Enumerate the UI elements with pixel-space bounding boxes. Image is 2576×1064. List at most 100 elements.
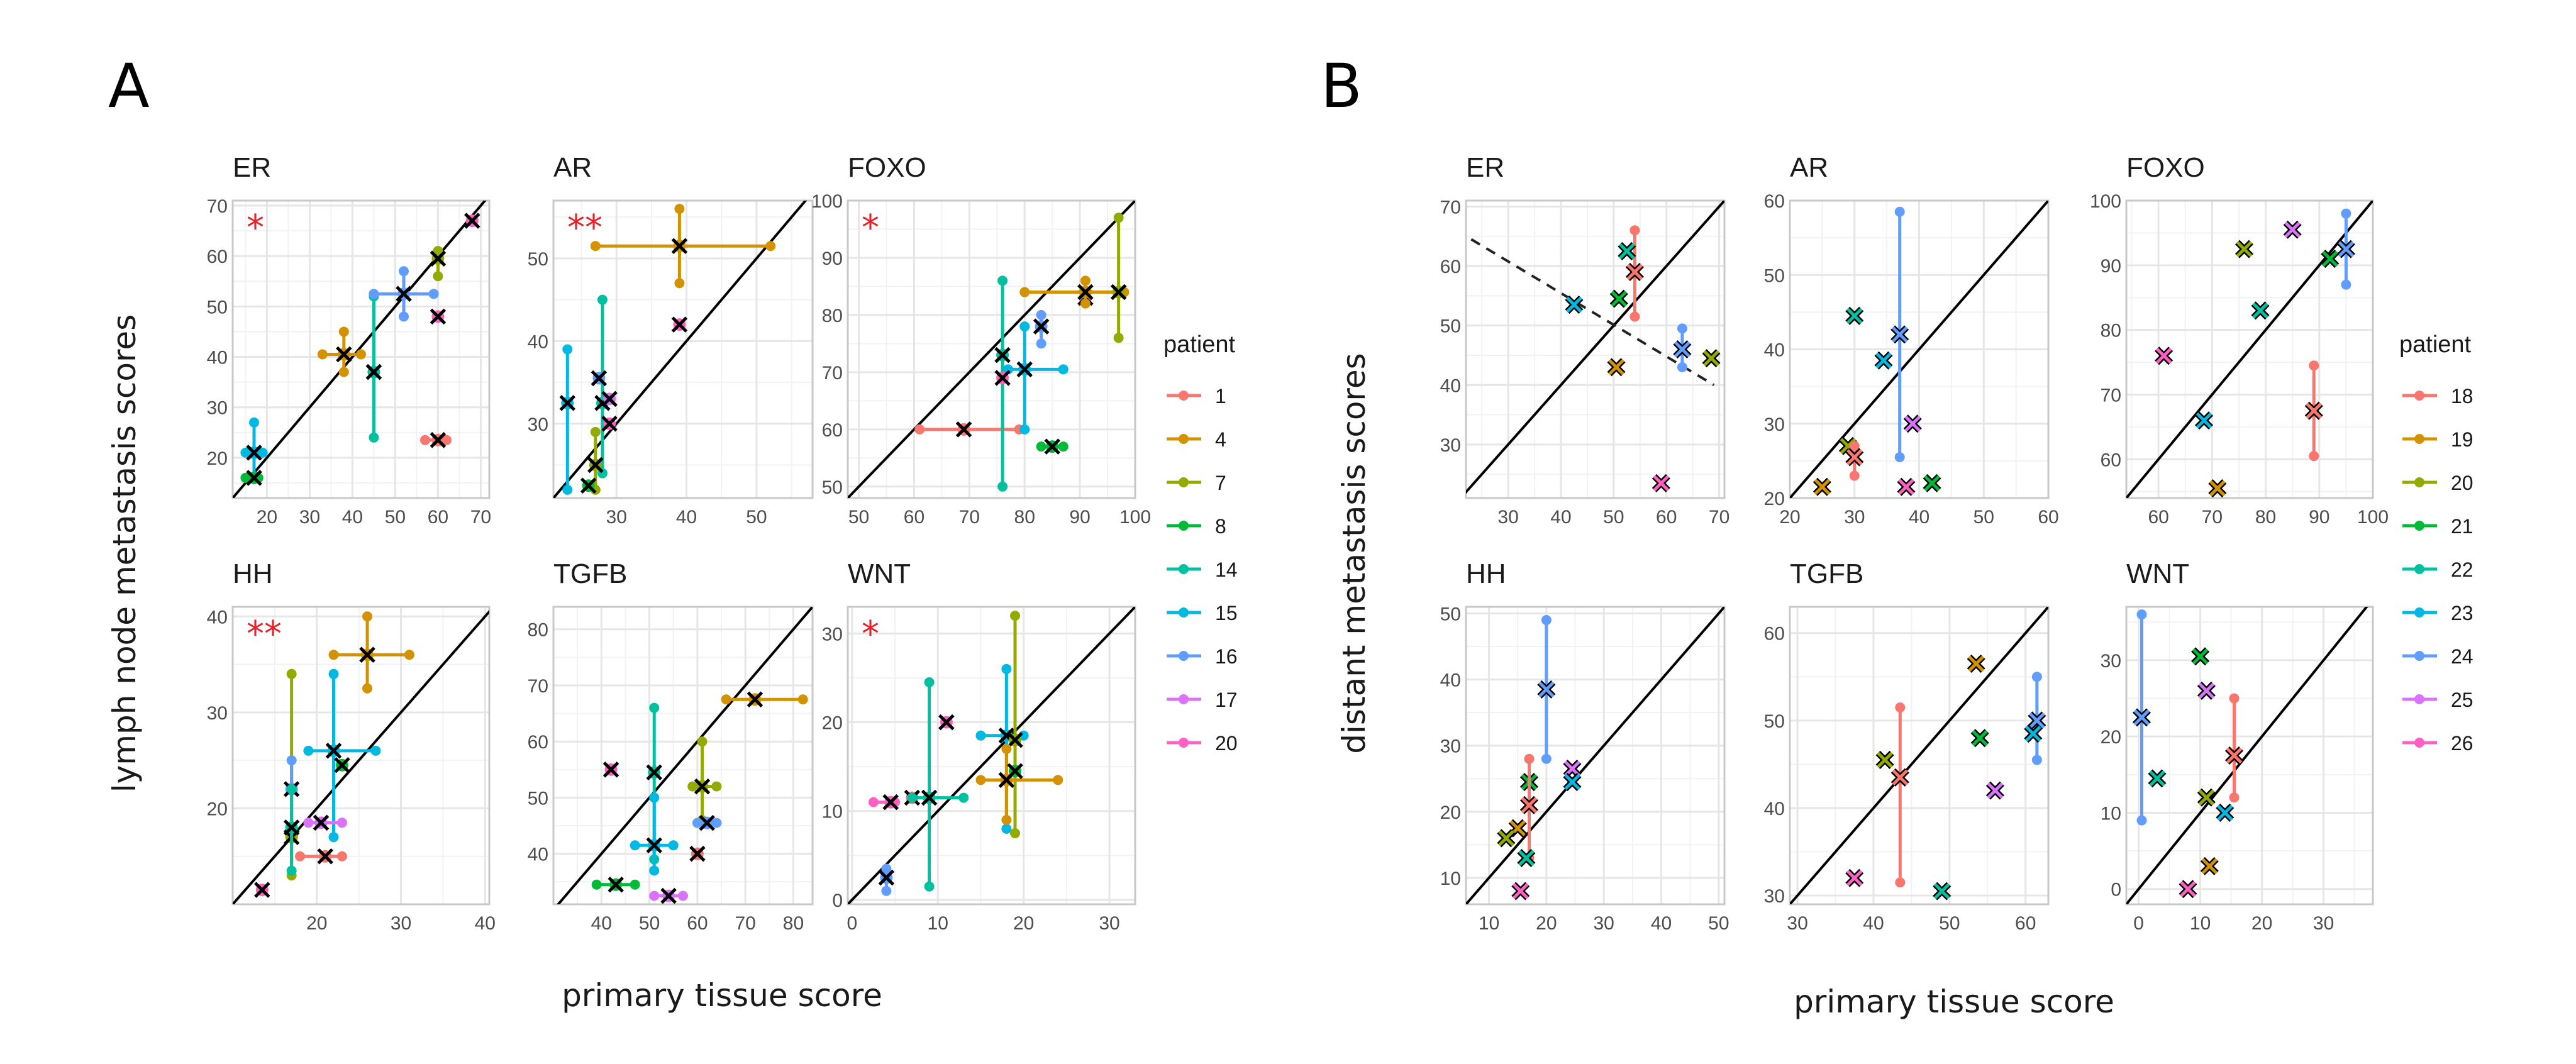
x-marker bbox=[2201, 858, 2218, 875]
range-dot bbox=[240, 472, 251, 483]
x-tick-label: 100 bbox=[1119, 507, 1151, 528]
data-point-patient-26 bbox=[1897, 477, 1916, 496]
plot-area bbox=[233, 609, 489, 904]
x-marker bbox=[559, 395, 576, 411]
x-marker bbox=[1566, 296, 1582, 313]
plot-area bbox=[1466, 607, 1724, 904]
range-dot bbox=[649, 890, 660, 901]
x-marker bbox=[2236, 241, 2253, 257]
range-dot bbox=[590, 426, 601, 437]
data-point-patient-15 bbox=[303, 668, 381, 843]
identity-line bbox=[2126, 201, 2373, 498]
range-dot bbox=[420, 435, 430, 445]
x-tick-label: 30 bbox=[2313, 913, 2334, 934]
x-marker bbox=[1564, 773, 1580, 790]
y-tick-label: 20 bbox=[1440, 802, 1461, 823]
plot-area bbox=[1466, 201, 1724, 494]
x-tick-label: 50 bbox=[746, 507, 767, 528]
plot-border bbox=[2125, 199, 2374, 499]
x-tick-label: 20 bbox=[257, 507, 277, 528]
x-tick-label: 60 bbox=[2148, 507, 2168, 528]
range-dot bbox=[433, 271, 443, 282]
data-point-patient-24 bbox=[2028, 672, 2046, 765]
x-tick-label: 20 bbox=[1779, 507, 1800, 528]
data-point-patient-1 bbox=[295, 848, 347, 865]
data-point-patient-22 bbox=[1933, 882, 1951, 901]
legend-swatch-dot bbox=[2414, 694, 2424, 704]
legend-item: 4 bbox=[1167, 428, 1226, 451]
y-tick-label: 40 bbox=[1764, 799, 1785, 819]
x-marker bbox=[246, 470, 262, 486]
range-dot bbox=[286, 755, 297, 766]
x-tick-label: 70 bbox=[470, 507, 491, 528]
y-tick-label: 30 bbox=[207, 398, 228, 419]
x-marker bbox=[1016, 361, 1033, 378]
x-tick-label: 80 bbox=[1014, 507, 1035, 528]
x-marker bbox=[2284, 221, 2301, 238]
x-tick-label: 0 bbox=[847, 913, 857, 934]
data-point-patient-8 bbox=[591, 876, 640, 893]
plot-border bbox=[552, 606, 814, 906]
y-tick-label: 40 bbox=[1440, 670, 1461, 691]
legend-item: 26 bbox=[2402, 732, 2473, 755]
x-marker bbox=[336, 346, 352, 363]
x-tick-label: 30 bbox=[606, 507, 627, 528]
y-tick-label: 30 bbox=[207, 703, 228, 724]
subplot-wnt: 0 10 20 30 0 10 20 30 WNT bbox=[2101, 558, 2374, 934]
data-point-patient-20 bbox=[430, 308, 447, 325]
data-point-patient-18 bbox=[1519, 753, 1539, 863]
x-marker bbox=[882, 794, 899, 811]
y-tick-label: 60 bbox=[207, 247, 228, 267]
range-dot bbox=[1849, 470, 1860, 481]
data-point-patient-23 bbox=[1563, 773, 1582, 792]
x-tick-label: 70 bbox=[959, 507, 980, 528]
data-point-patient-22 bbox=[1845, 306, 1864, 325]
range-dot bbox=[597, 294, 608, 305]
x-marker bbox=[2198, 682, 2215, 699]
data-point-patient-18 bbox=[1890, 702, 1909, 888]
data-point-patient-20 bbox=[464, 213, 480, 229]
data-point-patient-20 bbox=[938, 714, 955, 731]
range-dot bbox=[924, 881, 935, 892]
range-dot bbox=[914, 424, 925, 435]
x-tick-label: 40 bbox=[475, 913, 496, 934]
legend-item: 18 bbox=[2402, 385, 2473, 407]
range-dot bbox=[1019, 424, 1030, 435]
legend-swatch-dot bbox=[2414, 477, 2424, 487]
y-tick-label: 60 bbox=[1440, 257, 1461, 277]
x-tick-label: 70 bbox=[1709, 507, 1729, 528]
x-tick-label: 50 bbox=[1708, 913, 1729, 934]
data-point-patient-16 bbox=[1033, 309, 1050, 349]
data-point-patient-1 bbox=[689, 845, 706, 862]
x-tick-label: 70 bbox=[735, 913, 755, 934]
range-dot bbox=[1895, 702, 1906, 712]
x-marker bbox=[1933, 883, 1950, 899]
x-marker bbox=[1619, 243, 1635, 260]
range-dot bbox=[907, 792, 918, 803]
y-tick-label: 70 bbox=[207, 196, 228, 217]
data-point-patient-20 bbox=[868, 794, 901, 811]
x-marker bbox=[2133, 709, 2150, 726]
x-marker bbox=[1611, 291, 1628, 307]
x-marker bbox=[1007, 732, 1023, 748]
legend-label: 19 bbox=[2451, 428, 2473, 451]
data-point-patient-24 bbox=[2132, 609, 2151, 826]
data-point-patient-24 bbox=[1890, 206, 1909, 462]
data-point-patient-20 bbox=[2235, 240, 2254, 258]
identity-line bbox=[848, 201, 1135, 498]
y-tick-label: 30 bbox=[2101, 651, 2121, 672]
legend-item: 17 bbox=[1167, 689, 1238, 711]
y-tick-label: 60 bbox=[1764, 191, 1785, 212]
x-marker bbox=[1498, 830, 1514, 846]
data-point-patient-8 bbox=[240, 470, 264, 486]
legend-swatch-dot bbox=[1179, 521, 1189, 531]
range-dot bbox=[590, 241, 601, 252]
plot-area bbox=[233, 201, 487, 498]
range-dot bbox=[1001, 823, 1012, 834]
data-point-patient-18 bbox=[1625, 225, 1644, 322]
range-dot bbox=[958, 792, 969, 803]
legend-item: 21 bbox=[2402, 515, 2473, 538]
y-tick-label: 100 bbox=[811, 191, 843, 212]
